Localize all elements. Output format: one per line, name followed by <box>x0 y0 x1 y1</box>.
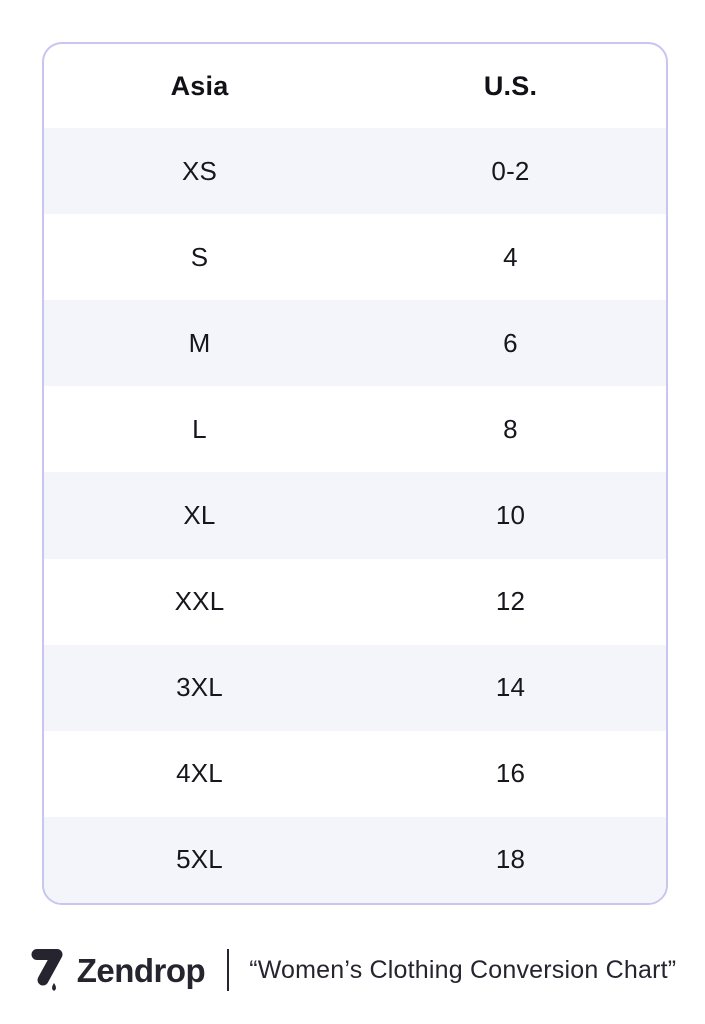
us-size: 10 <box>495 499 526 530</box>
footer-caption: “Women’s Clothing Conversion Chart” <box>249 955 677 984</box>
us-size: 12 <box>495 586 526 617</box>
table-row: XL 10 <box>44 472 666 559</box>
table-row: L 8 <box>44 386 666 472</box>
us-size: 18 <box>495 844 526 875</box>
column-header-us: U.S. <box>483 70 538 101</box>
table-row: S 4 <box>44 214 666 300</box>
table-row: 4XL 16 <box>44 731 666 817</box>
table-row: 3XL 14 <box>44 644 666 731</box>
table-header-row: Asia U.S. <box>44 44 666 128</box>
us-size: 14 <box>495 672 526 703</box>
table-row: 5XL 18 <box>44 816 666 903</box>
table-row: XXL 12 <box>44 559 666 645</box>
asia-size: 3XL <box>176 672 223 703</box>
asia-size: XL <box>183 499 216 530</box>
asia-size: XS <box>181 155 218 186</box>
us-size: 4 <box>503 241 518 272</box>
zendrop-logo-icon <box>31 949 63 991</box>
conversion-chart-card: Asia U.S. XS 0-2 S 4 M 6 L 8 XL 10 XXL 1… <box>42 42 668 905</box>
us-size: 6 <box>503 327 518 358</box>
asia-size: XXL <box>174 586 225 617</box>
brand-wordmark: Zendrop <box>76 951 206 989</box>
asia-size: S <box>190 241 209 272</box>
column-header-asia: Asia <box>170 70 229 101</box>
us-size: 8 <box>503 413 518 444</box>
asia-size: 4XL <box>176 758 223 789</box>
table-row: M 6 <box>44 300 666 387</box>
asia-size: M <box>188 327 211 358</box>
footer-divider <box>227 949 230 991</box>
asia-size: L <box>192 413 207 444</box>
asia-size: 5XL <box>176 844 223 875</box>
footer-branding: Zendrop “Women’s Clothing Conversion Cha… <box>0 938 705 1002</box>
us-size: 0-2 <box>491 155 530 186</box>
table-row: XS 0-2 <box>44 128 666 215</box>
us-size: 16 <box>495 758 526 789</box>
